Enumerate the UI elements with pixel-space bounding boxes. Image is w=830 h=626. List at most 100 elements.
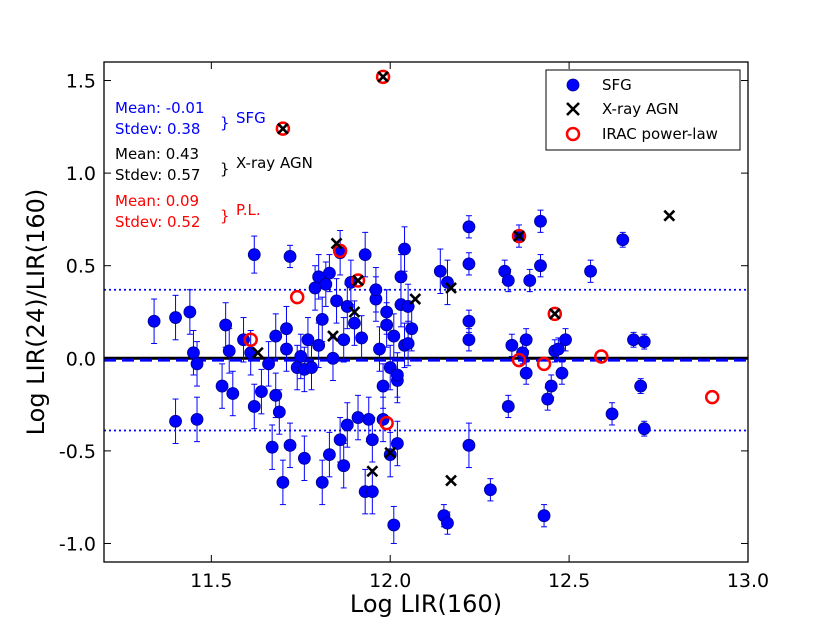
sfg-point xyxy=(637,422,651,436)
sfg-point xyxy=(362,413,376,426)
sfg-point xyxy=(315,475,329,489)
xray-agn-point xyxy=(330,237,343,250)
y-tick-label: 0.5 xyxy=(66,256,96,278)
xray-agn-point xyxy=(366,465,379,478)
sfg-point xyxy=(555,366,569,380)
power-law-point xyxy=(375,69,391,85)
y-tick-label: 0.0 xyxy=(66,348,96,370)
annotation-agn: Mean: 0.43 Stdev: 0.57 } P.L. X-ray AGN xyxy=(115,145,313,184)
sfg-point xyxy=(169,414,182,428)
sfg-point xyxy=(394,270,408,284)
sfg-point xyxy=(637,335,651,349)
sfg-point xyxy=(226,387,240,400)
sfg-point xyxy=(269,388,283,402)
sfg-point xyxy=(305,361,318,374)
xray-agn-point xyxy=(445,474,457,487)
power-law-point xyxy=(332,243,348,259)
sfg-point xyxy=(462,333,476,347)
sfg-point xyxy=(340,418,354,432)
sfg-point xyxy=(516,346,529,360)
sfg-point xyxy=(605,407,619,421)
annotation-pl-stdev: Stdev: 0.52 xyxy=(115,213,200,231)
sfg-point xyxy=(297,451,311,465)
xray-agn-point xyxy=(251,346,264,359)
y-tick-label: 1.0 xyxy=(66,163,96,185)
sfg-point xyxy=(544,379,558,393)
power-law-point xyxy=(379,415,394,431)
power-law-point xyxy=(289,289,305,305)
sfg-point xyxy=(247,400,261,413)
sfg-point xyxy=(147,314,161,328)
xray-agn-point xyxy=(513,230,525,242)
power-law-point xyxy=(536,356,552,372)
sfg-point xyxy=(308,281,322,295)
annotation-sfg: Mean: -0.01 Stdev: 0.38 } SFG xyxy=(115,99,266,138)
sfg-point xyxy=(380,318,394,332)
y-tick-label: -1.0 xyxy=(59,533,96,555)
sfg-point xyxy=(387,329,401,343)
xray-agn-point xyxy=(377,70,389,83)
sfg-point xyxy=(462,438,476,452)
x-tick-label: 11.5 xyxy=(190,570,232,592)
sfg-point xyxy=(358,248,372,261)
sfg-point xyxy=(247,248,261,261)
sfg-point xyxy=(312,338,326,352)
annotation-sfg-stdev: Stdev: 0.38 xyxy=(115,120,200,138)
sfg-point xyxy=(215,379,229,393)
sfg-point xyxy=(483,483,497,497)
annotation-agn-label-text: X-ray AGN xyxy=(236,154,313,172)
sfg-point xyxy=(326,351,340,365)
sfg-point xyxy=(401,337,415,350)
power-law-point xyxy=(511,352,527,368)
xray-agn-point xyxy=(548,307,561,320)
sfg-point xyxy=(523,274,537,287)
sfg-point xyxy=(616,233,630,247)
annotation-sfg-mean: Mean: -0.01 xyxy=(115,99,205,117)
sfg-point xyxy=(634,379,648,393)
sfg-point xyxy=(376,379,390,393)
legend-label-sfg: SFG xyxy=(602,76,632,94)
sfg-point xyxy=(627,333,640,347)
sfg-point xyxy=(365,433,379,447)
xray-agn-point xyxy=(409,293,422,305)
sfg-point xyxy=(519,333,533,347)
sfg-point xyxy=(501,274,515,287)
xray-agn-point xyxy=(276,122,289,135)
sfg-point xyxy=(280,322,293,336)
legend-marker-pl xyxy=(565,126,581,142)
sfg-point xyxy=(551,342,565,356)
sfg-point xyxy=(387,518,401,532)
xray-agn-point xyxy=(352,274,364,287)
annotation-agn-brace: } xyxy=(220,160,230,178)
xray-agn-point xyxy=(663,209,676,222)
sfg-point xyxy=(269,329,283,343)
sfg-point xyxy=(584,264,597,278)
legend: SFG X-ray AGN IRAC power-law xyxy=(545,69,741,151)
sfg-point xyxy=(373,342,386,356)
sfg-point xyxy=(322,266,336,280)
sfg-point xyxy=(169,311,182,324)
annotation-agn-mean: Mean: 0.43 xyxy=(115,145,199,163)
sfg-point xyxy=(519,366,533,380)
x-tick-label: 12.5 xyxy=(548,570,590,592)
xray-agn-point xyxy=(384,446,397,459)
sfg-point xyxy=(351,411,365,424)
sfg-point xyxy=(537,509,551,523)
sfg-point xyxy=(398,242,411,256)
annotation-pl-label: P.L. xyxy=(236,201,261,219)
power-law-point xyxy=(511,228,527,244)
sfg-point xyxy=(283,438,297,452)
sfg-point xyxy=(383,448,397,461)
power-law-point xyxy=(594,349,609,364)
sfg-point xyxy=(501,400,515,413)
sfg-point xyxy=(187,346,200,360)
sfg-point xyxy=(337,333,351,347)
sfg-point xyxy=(272,405,286,419)
x-tick-label: 13.0 xyxy=(727,570,769,592)
sfg-point xyxy=(255,385,268,399)
sfg-point xyxy=(390,368,404,382)
xray-agn-point xyxy=(327,330,339,342)
xray-agn-point xyxy=(348,306,361,318)
sfg-point xyxy=(322,448,336,461)
sfg-point xyxy=(365,485,379,499)
